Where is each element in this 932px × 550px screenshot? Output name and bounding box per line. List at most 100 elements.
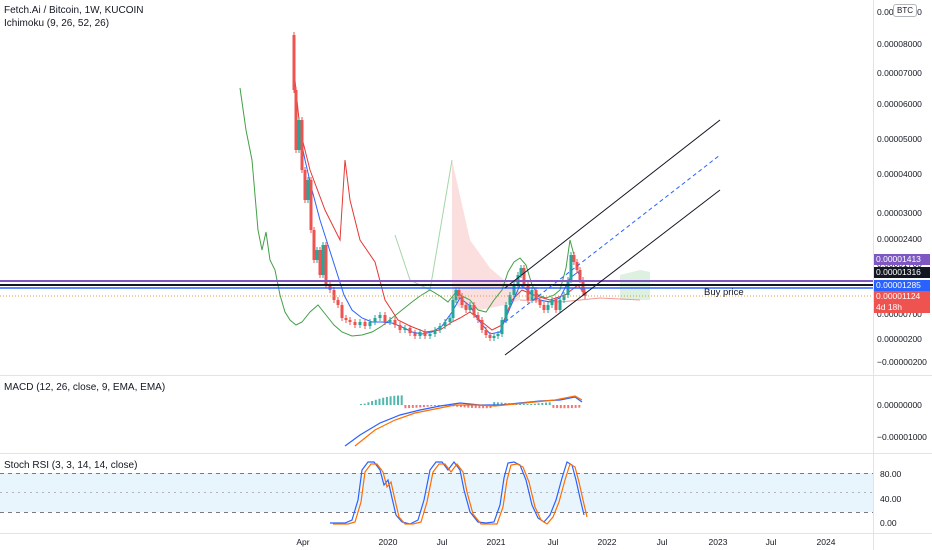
- macd-histogram-bar: [430, 405, 433, 407]
- macd-histogram-bar: [567, 405, 570, 409]
- candle-body: [433, 330, 437, 334]
- stoch-y-tick-label: 0.00: [880, 518, 897, 528]
- candle-body: [398, 325, 402, 330]
- candle-body: [315, 250, 319, 260]
- macd-histogram-bar: [400, 395, 403, 405]
- candle-body: [460, 296, 464, 305]
- x-tick-label: Jul: [437, 537, 448, 547]
- candle-body: [309, 180, 313, 230]
- macd-histogram-bar: [500, 402, 503, 405]
- candle-body: [428, 334, 432, 336]
- candle-body: [554, 300, 558, 310]
- macd-histogram-bar: [545, 402, 547, 405]
- candle-body: [538, 300, 542, 305]
- candle-body: [476, 315, 480, 320]
- price-tag-1285: 0.00001285: [874, 280, 930, 291]
- macd-histogram-bar: [419, 405, 422, 408]
- macd-histogram-bar: [533, 403, 536, 405]
- candle-body: [348, 320, 352, 322]
- candle-body: [340, 305, 344, 318]
- candles-group: [292, 32, 587, 341]
- macd-histogram-bar: [471, 405, 473, 408]
- candle-body: [423, 332, 427, 336]
- x-tick-label: Apr: [296, 537, 309, 547]
- candle-body: [358, 322, 362, 325]
- candle-body: [578, 270, 582, 280]
- y-tick-label: 0.00000700: [877, 309, 922, 319]
- candle-body: [300, 120, 304, 170]
- time-axis[interactable]: Apr 2020 Jul 2021 Jul 2022 Jul 2023 Jul 2024: [296, 537, 835, 547]
- candle-body: [569, 255, 573, 280]
- lagging-span-line: [239, 87, 575, 337]
- candle-body: [321, 245, 325, 275]
- candle-body: [550, 300, 554, 305]
- candle-body: [472, 305, 476, 315]
- macd-histogram-bar: [578, 405, 581, 408]
- candle-body: [332, 290, 336, 300]
- macd-histogram-bar: [382, 397, 385, 405]
- macd-histogram-bar: [378, 398, 381, 405]
- candle-body: [443, 322, 447, 326]
- candle-body: [297, 120, 301, 150]
- channel-lower-line: [504, 189, 721, 356]
- candle-body: [336, 300, 340, 305]
- stoch-y-tick-label: 80.00: [880, 469, 902, 479]
- stoch-band: [0, 473, 873, 512]
- currency-badge[interactable]: BTC: [893, 4, 917, 17]
- channel-upper-line: [504, 119, 721, 289]
- macd-histogram-bar: [393, 395, 396, 405]
- macd-histogram-bar: [552, 405, 555, 408]
- macd-histogram-bar: [411, 405, 414, 408]
- macd-histogram: [360, 395, 581, 409]
- y-tick-label: 0.00004000: [877, 169, 922, 179]
- y-tick-label: 0.00003000: [877, 208, 922, 218]
- macd-histogram-bar: [385, 396, 388, 405]
- macd-histogram-bar: [526, 404, 529, 405]
- macd-histogram-bar: [422, 405, 425, 408]
- candle-body: [451, 300, 455, 318]
- candle-body: [393, 320, 397, 325]
- senkou-span-a: [394, 159, 453, 291]
- candle-body: [468, 305, 472, 310]
- stoch-y-tick-label: 40.00: [880, 494, 902, 504]
- candle-body: [496, 334, 500, 336]
- candle-body: [522, 268, 526, 285]
- candle-body: [530, 290, 534, 300]
- y-tick-label: 0.00007000: [877, 68, 922, 78]
- y-tick-label: 0.00002400: [877, 234, 922, 244]
- macd-histogram-bar: [522, 404, 525, 405]
- candle-body: [312, 230, 316, 260]
- macd-histogram-bar: [459, 405, 462, 408]
- candle-body: [454, 290, 458, 300]
- macd-histogram-bar: [467, 405, 470, 408]
- y-tick-label: 0.00000200: [877, 334, 922, 344]
- y-tick-label: 0.00006000: [877, 99, 922, 109]
- macd-histogram-bar: [489, 405, 492, 409]
- macd-histogram-bar: [563, 405, 566, 409]
- candle-body: [500, 320, 504, 334]
- macd-histogram-bar: [415, 405, 418, 408]
- channel-mid-line: [504, 154, 721, 323]
- x-tick-label: 2020: [379, 537, 398, 547]
- candle-body: [546, 305, 550, 310]
- macd-histogram-bar: [456, 405, 459, 407]
- candle-body: [534, 290, 538, 300]
- candle-body: [418, 332, 422, 336]
- candle-body: [388, 320, 392, 322]
- macd-histogram-bar: [463, 405, 466, 408]
- macd-histogram-bar: [360, 404, 362, 405]
- macd-histogram-bar: [363, 403, 366, 405]
- candle-body: [562, 295, 566, 300]
- chart-title: Fetch.Ai / Bitcoin, 1W, KUCOIN: [4, 5, 144, 16]
- candle-body: [318, 250, 322, 275]
- candle-body: [306, 180, 310, 200]
- x-tick-label: Jul: [766, 537, 777, 547]
- candle-body: [294, 90, 298, 150]
- candle-body: [383, 315, 387, 322]
- macd-histogram-bar: [570, 405, 573, 409]
- candle-body: [512, 285, 516, 295]
- x-tick-label: Jul: [548, 537, 559, 547]
- base-line: [292, 59, 586, 333]
- candle-body: [292, 35, 296, 90]
